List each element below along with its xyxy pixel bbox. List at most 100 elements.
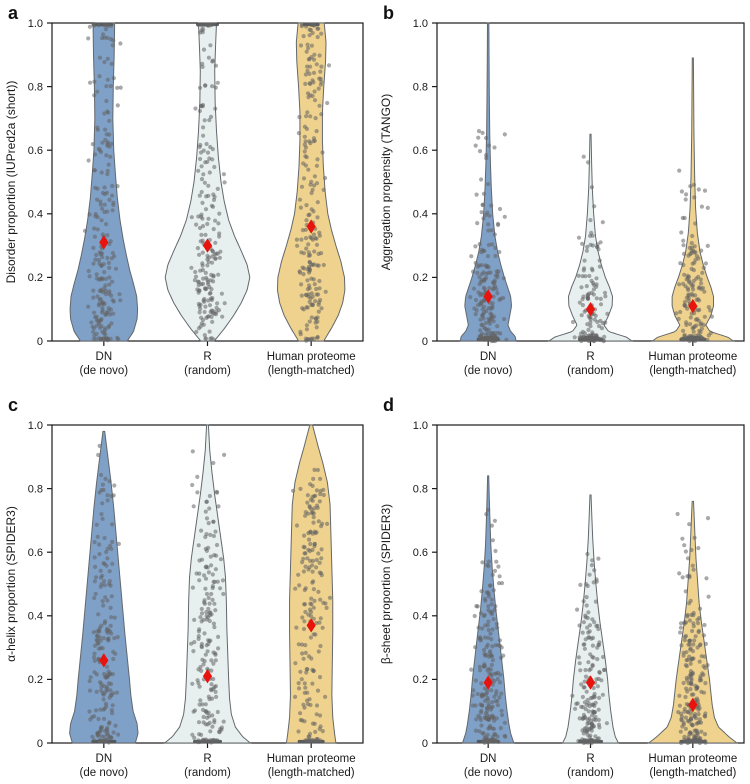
data-dot [196, 168, 201, 173]
data-dot [310, 483, 315, 488]
panel-d: d 0 0.2 0.4 0.6 0.8 1.0 β-sheet proportion (SP… [375, 392, 750, 784]
data-dot [92, 658, 97, 663]
data-dot [312, 249, 317, 254]
data-dot [98, 680, 103, 685]
y-tick-label: 0 [422, 336, 428, 348]
data-dot [599, 326, 605, 331]
data-dot [588, 320, 593, 325]
data-dot [320, 150, 325, 155]
data-dot [100, 482, 105, 487]
data-dot [94, 276, 99, 281]
data-dot [677, 571, 682, 576]
data-dot [485, 254, 491, 259]
data-dot [586, 160, 591, 165]
category-label-line1: Human proteome [267, 351, 356, 363]
data-dot [92, 93, 97, 98]
data-dot [198, 698, 203, 703]
data-dot [313, 632, 318, 637]
data-dot [296, 131, 301, 136]
data-dot [94, 314, 99, 319]
data-dot [688, 315, 693, 320]
data-dot [200, 64, 205, 69]
data-dot [303, 139, 308, 144]
data-dot [497, 249, 502, 255]
data-dot [87, 709, 92, 714]
data-dot [105, 684, 110, 690]
category-label-line1: DN [480, 753, 497, 765]
data-dot [197, 252, 202, 257]
category-label-line2: (random) [567, 365, 614, 377]
data-dot [498, 672, 503, 677]
data-dot [196, 681, 201, 686]
data-dot [214, 542, 220, 548]
data-dot [677, 703, 682, 708]
data-dot [192, 640, 197, 645]
data-dot [602, 290, 608, 295]
data-dot [314, 286, 319, 292]
data-dot [676, 316, 681, 321]
data-dot [314, 163, 319, 168]
data-dot [212, 601, 217, 606]
data-dot [100, 308, 105, 313]
panel-letter-d: d [383, 395, 394, 415]
data-dot [590, 709, 595, 714]
data-dot [315, 200, 320, 205]
data-dot [679, 740, 684, 746]
data-dot [470, 703, 475, 708]
data-dot [473, 728, 479, 733]
data-dot [317, 53, 322, 58]
data-dot [689, 722, 694, 727]
data-dot [118, 41, 123, 46]
data-dot [594, 579, 599, 584]
data-dot [324, 605, 329, 610]
data-dot [95, 89, 100, 94]
data-dot [108, 681, 114, 687]
data-dot [691, 567, 696, 572]
data-dot [681, 243, 686, 248]
data-dot [584, 595, 589, 600]
data-dot [99, 324, 104, 329]
data-dot [96, 146, 101, 151]
data-dot [485, 642, 490, 647]
data-dot [100, 501, 105, 506]
data-dot [490, 301, 495, 306]
data-dot [705, 243, 710, 248]
data-dot [590, 643, 595, 648]
data-dot [189, 641, 194, 646]
data-dot [692, 638, 697, 643]
data-dot [98, 707, 103, 712]
data-dot [303, 72, 308, 77]
data-dot [298, 669, 303, 674]
data-dot [213, 63, 219, 68]
data-dot [314, 565, 319, 570]
data-dot [204, 499, 209, 504]
violin-plot-c: 0 0.2 0.4 0.6 0.8 1.0 α-helix proportion (SPID… [4, 420, 364, 779]
data-dot [92, 714, 97, 719]
data-dot [499, 691, 504, 696]
data-dot [594, 296, 599, 301]
data-dot [202, 600, 207, 605]
data-dot [96, 452, 101, 458]
data-dot [209, 260, 215, 265]
data-dot [204, 516, 210, 521]
data-dot [97, 74, 102, 79]
data-dot [97, 297, 102, 302]
data-dot [91, 655, 97, 660]
data-dot [689, 281, 694, 287]
data-dot [211, 661, 216, 666]
data-dot [690, 563, 695, 568]
data-dot [309, 596, 314, 601]
data-dot [480, 331, 485, 336]
data-dot [475, 270, 480, 276]
data-dot [701, 633, 706, 638]
violin-plot-d: 0 0.2 0.4 0.6 0.8 1.0 β-sheet proportion (SPID… [379, 420, 745, 779]
data-dot [199, 611, 205, 616]
data-dot [308, 529, 313, 534]
data-dot [484, 264, 489, 269]
data-dot [305, 110, 310, 115]
data-dot [310, 558, 316, 563]
data-dot [310, 237, 315, 242]
data-dot [585, 583, 590, 589]
data-dot [107, 197, 112, 202]
y-tick-label: 0.4 [413, 611, 428, 623]
